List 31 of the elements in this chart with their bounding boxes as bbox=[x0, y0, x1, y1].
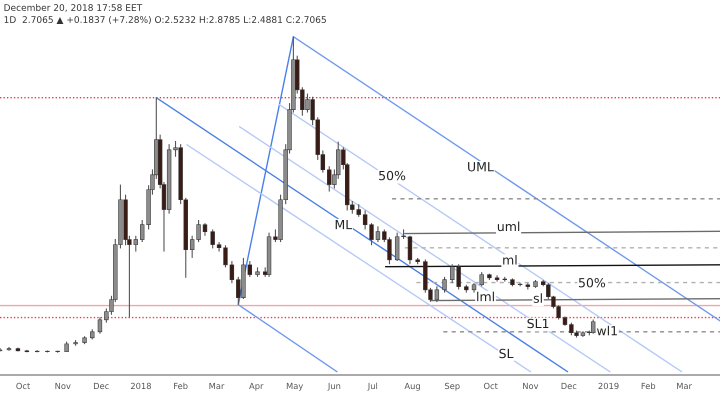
annotation: uml bbox=[498, 222, 520, 232]
annotation: 50% bbox=[379, 170, 406, 180]
x-tick-label: 2018 bbox=[130, 382, 151, 390]
annotation: ML bbox=[336, 220, 352, 230]
x-tick-label: Apr bbox=[249, 382, 264, 391]
x-tick-label: Oct bbox=[484, 382, 498, 390]
annotation: wl1 bbox=[596, 326, 617, 336]
x-tick-label: Aug bbox=[404, 382, 420, 391]
x-tick-label: Oct bbox=[16, 382, 30, 390]
x-tick-label: 2019 bbox=[598, 382, 619, 390]
x-tick-label: Feb bbox=[174, 382, 188, 390]
text: December 20, 2018 17:58 EET bbox=[4, 4, 142, 12]
x-tick-label: Mar bbox=[677, 382, 692, 390]
x-tick-label: Jun bbox=[327, 382, 340, 391]
x-tick-label: Jul bbox=[367, 382, 378, 391]
annotation: 50% bbox=[578, 278, 606, 288]
x-tick-label: Sep bbox=[444, 382, 460, 391]
annotation: SL1 bbox=[527, 318, 548, 328]
x-tick-label: Nov bbox=[523, 382, 538, 390]
annotation: ml bbox=[503, 255, 517, 265]
x-tick-label: Dec bbox=[94, 382, 109, 390]
annotation: SL bbox=[499, 348, 514, 358]
annotation: sl bbox=[534, 293, 542, 303]
x-tick-label: Mar bbox=[209, 382, 224, 390]
x-tick-label: Dec bbox=[562, 382, 576, 390]
annotation: lml bbox=[477, 292, 494, 302]
text: 1D 2.7065 ▲ +0.1837 (+7.28%) O:2.5232 H:2.8785 L:2.4881 C:2.7065 bbox=[4, 16, 326, 24]
x-tick-label: Feb bbox=[642, 382, 656, 390]
x-tick-label: May bbox=[286, 382, 304, 391]
annotation: UML bbox=[468, 162, 494, 172]
x-tick-label: Nov bbox=[55, 382, 71, 390]
